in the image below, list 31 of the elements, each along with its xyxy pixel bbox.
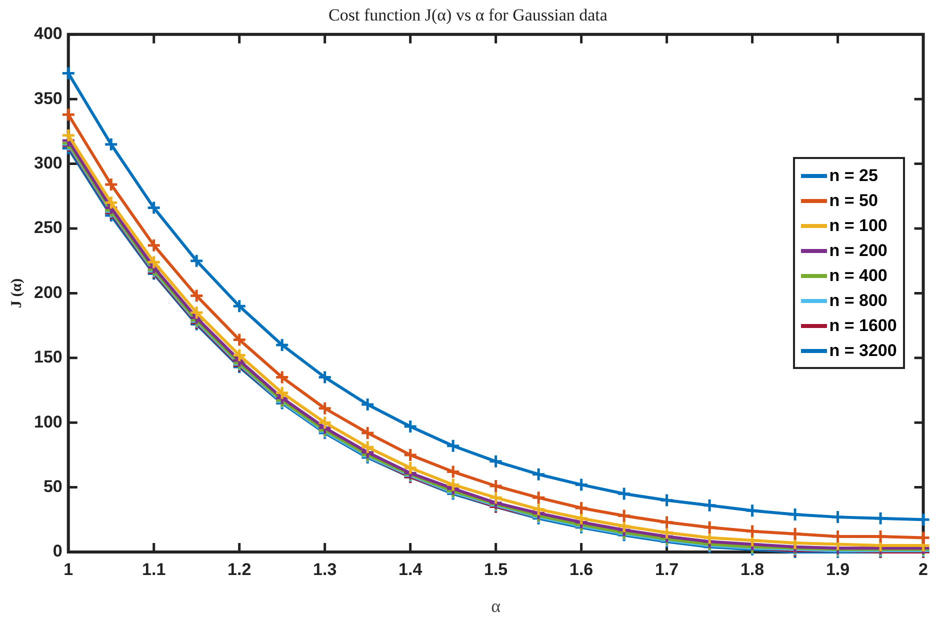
x-tick-label: 2 <box>918 560 928 579</box>
y-axis-title: J (α) <box>8 278 25 308</box>
legend-label: n = 1600 <box>829 316 897 336</box>
x-tick-label: 1.8 <box>740 560 764 579</box>
x-tick-label: 1.4 <box>398 560 423 579</box>
y-tick-label: 200 <box>34 282 62 302</box>
x-tick-label: 1.3 <box>313 560 337 579</box>
y-tick-label: 0 <box>52 542 62 561</box>
x-tick-label: 1 <box>64 560 74 579</box>
y-tick-label: 400 <box>34 24 62 44</box>
y-tick-label: 300 <box>34 153 62 172</box>
chart-title: Cost function J(α) vs α for Gaussian data <box>328 6 608 25</box>
legend-label: n = 50 <box>829 190 878 211</box>
legend-label: n = 800 <box>829 290 888 311</box>
x-tick-label: 1.5 <box>484 560 508 579</box>
x-tick-label: 1.6 <box>569 560 594 579</box>
legend-label: n = 400 <box>829 266 888 286</box>
y-tick-label: 150 <box>34 348 62 367</box>
x-axis-title: α <box>491 596 502 616</box>
legend-label: n = 100 <box>829 216 888 236</box>
y-tick-label: 250 <box>34 218 62 238</box>
x-tick-label: 1.9 <box>826 560 850 579</box>
y-tick-label: 350 <box>34 88 62 108</box>
legend-label: n = 3200 <box>829 340 897 361</box>
x-tick-label: 1.1 <box>142 560 166 579</box>
x-tick-label: 1.2 <box>228 560 252 579</box>
y-tick-label: 50 <box>43 476 62 496</box>
legend-label: n = 25 <box>829 166 878 186</box>
legend-label: n = 200 <box>829 240 888 261</box>
x-tick-label: 1.7 <box>654 560 679 579</box>
y-tick-label: 100 <box>34 412 62 432</box>
